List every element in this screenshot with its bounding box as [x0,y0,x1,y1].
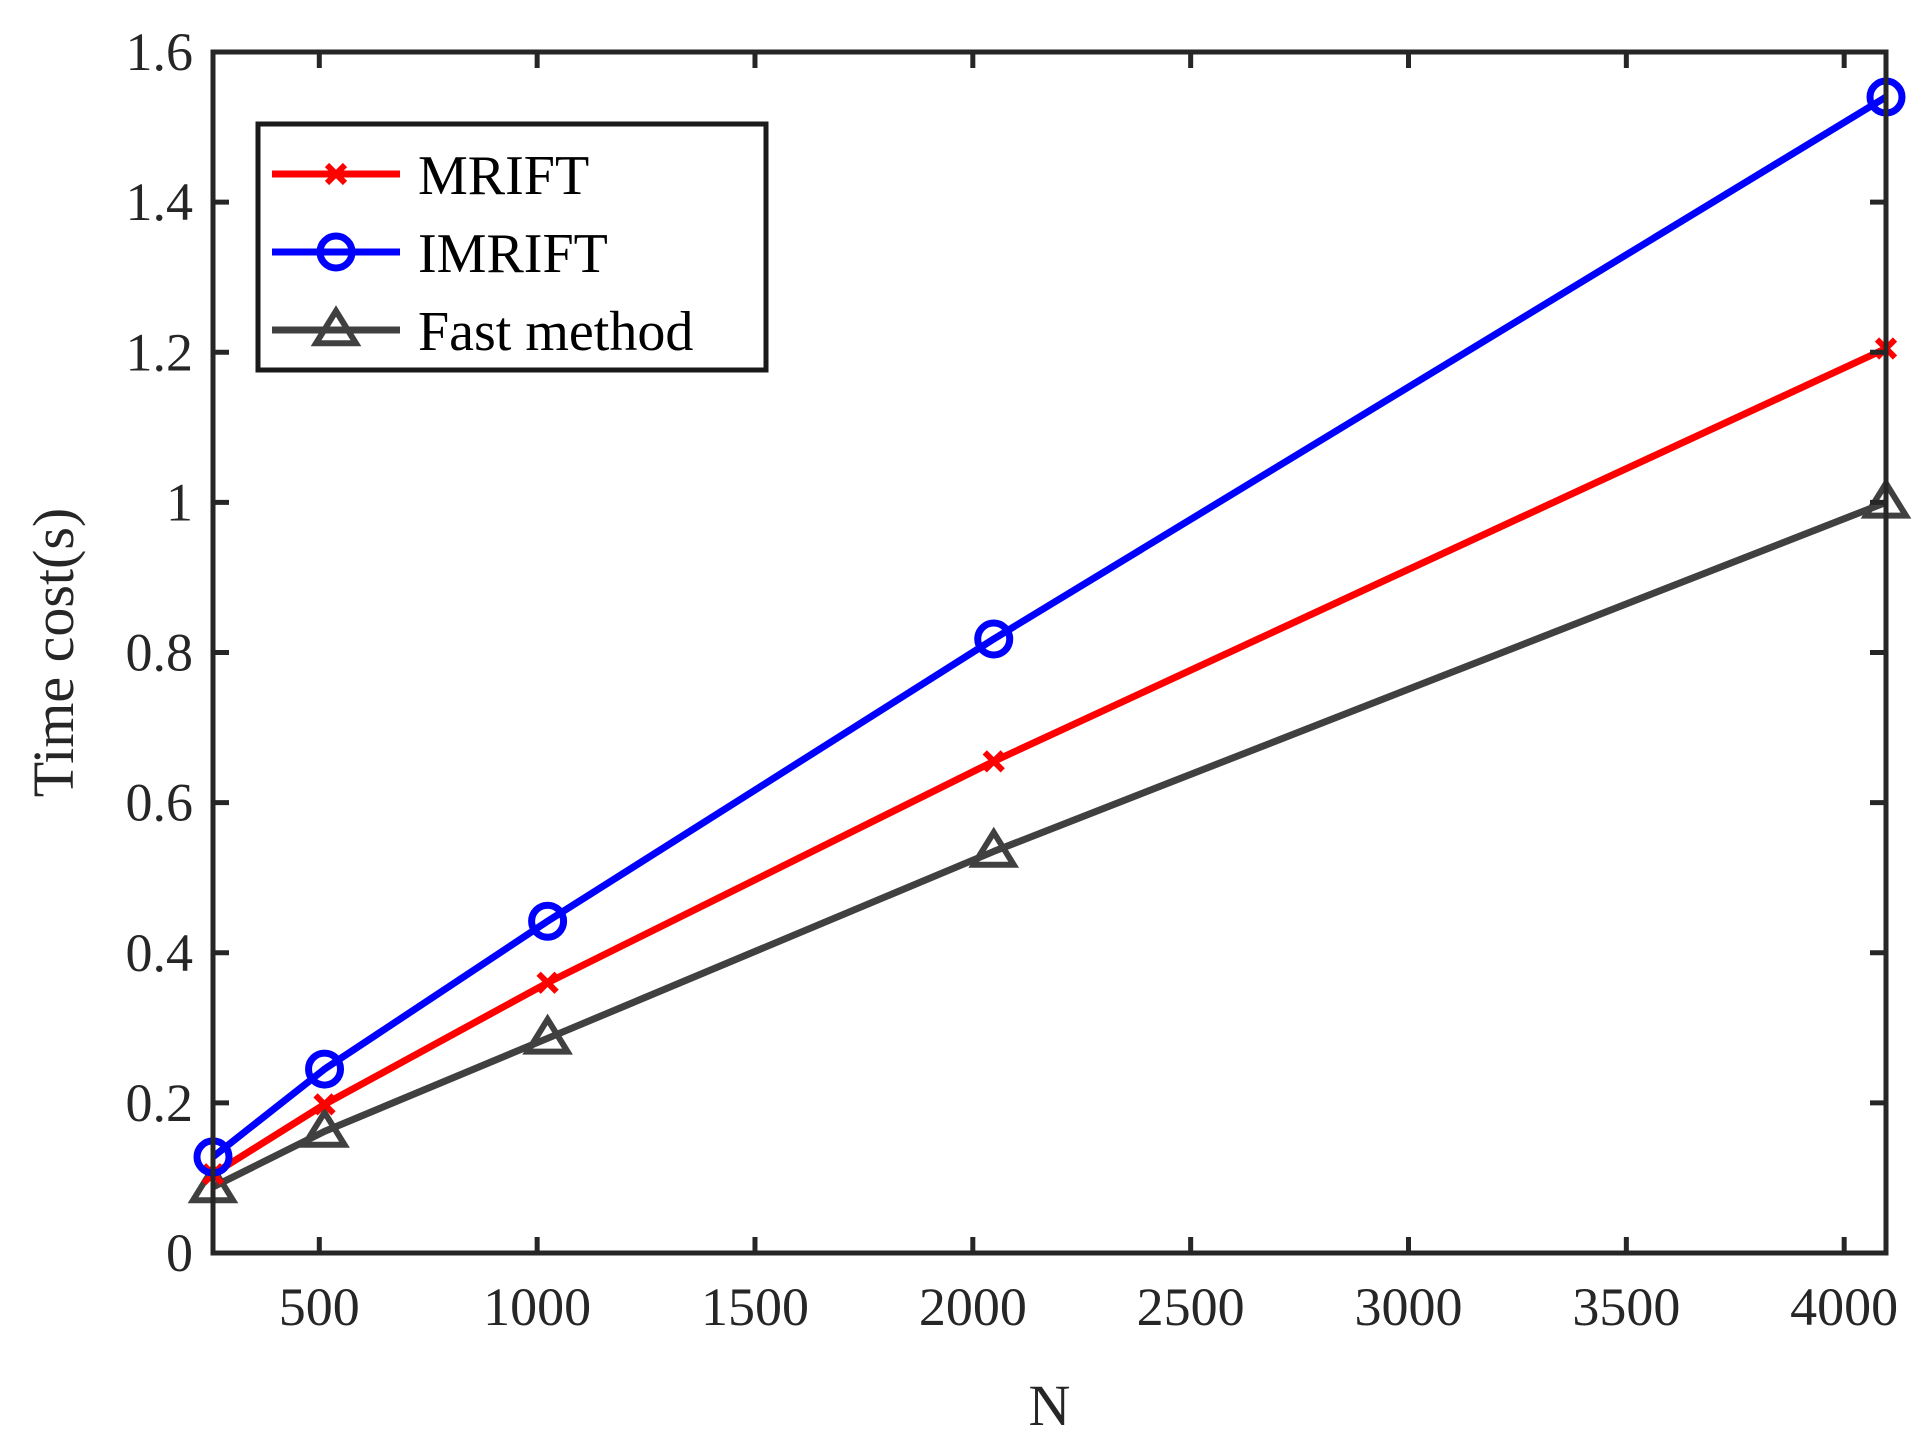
y-tick-label: 1 [166,472,193,532]
data-point-mrift [982,750,1005,773]
x-tick-label: 1000 [483,1277,591,1337]
y-axis-label: Time cost(s) [21,508,86,798]
legend: MRIFT IMRIFT Fast method [255,121,769,373]
series-line-fast-method [211,499,1888,1191]
y-tick-label: 1.6 [126,22,194,82]
data-point-imrift [974,619,1014,659]
x-tick-label: 500 [279,1277,360,1337]
y-tick-label: 0.8 [126,623,194,683]
legend-marker-fast-method [310,305,362,347]
series-mrift [201,337,1898,1186]
y-tick-label: 1.2 [126,322,194,382]
axes: 500 1000 1500 2000 2500 3000 3500 4000 0 0.2 0.4 0.… [21,22,1898,1438]
data-point-fast-method [522,1013,573,1055]
legend-entry-imrift: IMRIFT [272,223,608,285]
y-tick-label: 0.6 [126,773,194,833]
legend-marker-mrift [324,162,348,186]
x-axis-label: N [1029,1373,1071,1438]
y-tick-label: 0.2 [126,1073,194,1133]
legend-label-imrift: IMRIFT [418,223,608,285]
legend-label-mrift: MRIFT [418,145,589,207]
x-tick-label: 2500 [1137,1277,1245,1337]
data-point-imrift [528,901,568,941]
y-tick-label: 0.4 [126,923,194,983]
data-point-fast-method [968,826,1020,868]
x-tick-label: 3500 [1572,1277,1680,1337]
series-line-imrift [210,94,1888,1160]
data-point-fast-method [299,1106,350,1148]
data-point-imrift [305,1049,345,1089]
legend-label-fast-method: Fast method [418,301,693,363]
legend-entry-mrift: MRIFT [272,145,589,207]
data-point-mrift [536,971,559,994]
series-line-mrift [211,345,1888,1178]
x-tick-label: 4000 [1790,1277,1898,1337]
x-tick-label: 2000 [919,1277,1027,1337]
legend-entry-fast-method: Fast method [272,301,693,363]
x-tick-label: 3000 [1354,1277,1462,1337]
data-point-mrift [313,1093,336,1116]
y-tick-label: 1.4 [126,172,194,232]
series-fast-method [187,477,1912,1204]
series-group [187,77,1912,1204]
y-tick-label: 0 [166,1223,193,1283]
x-tick-label: 1500 [701,1277,809,1337]
legend-marker-imrift [316,232,356,272]
